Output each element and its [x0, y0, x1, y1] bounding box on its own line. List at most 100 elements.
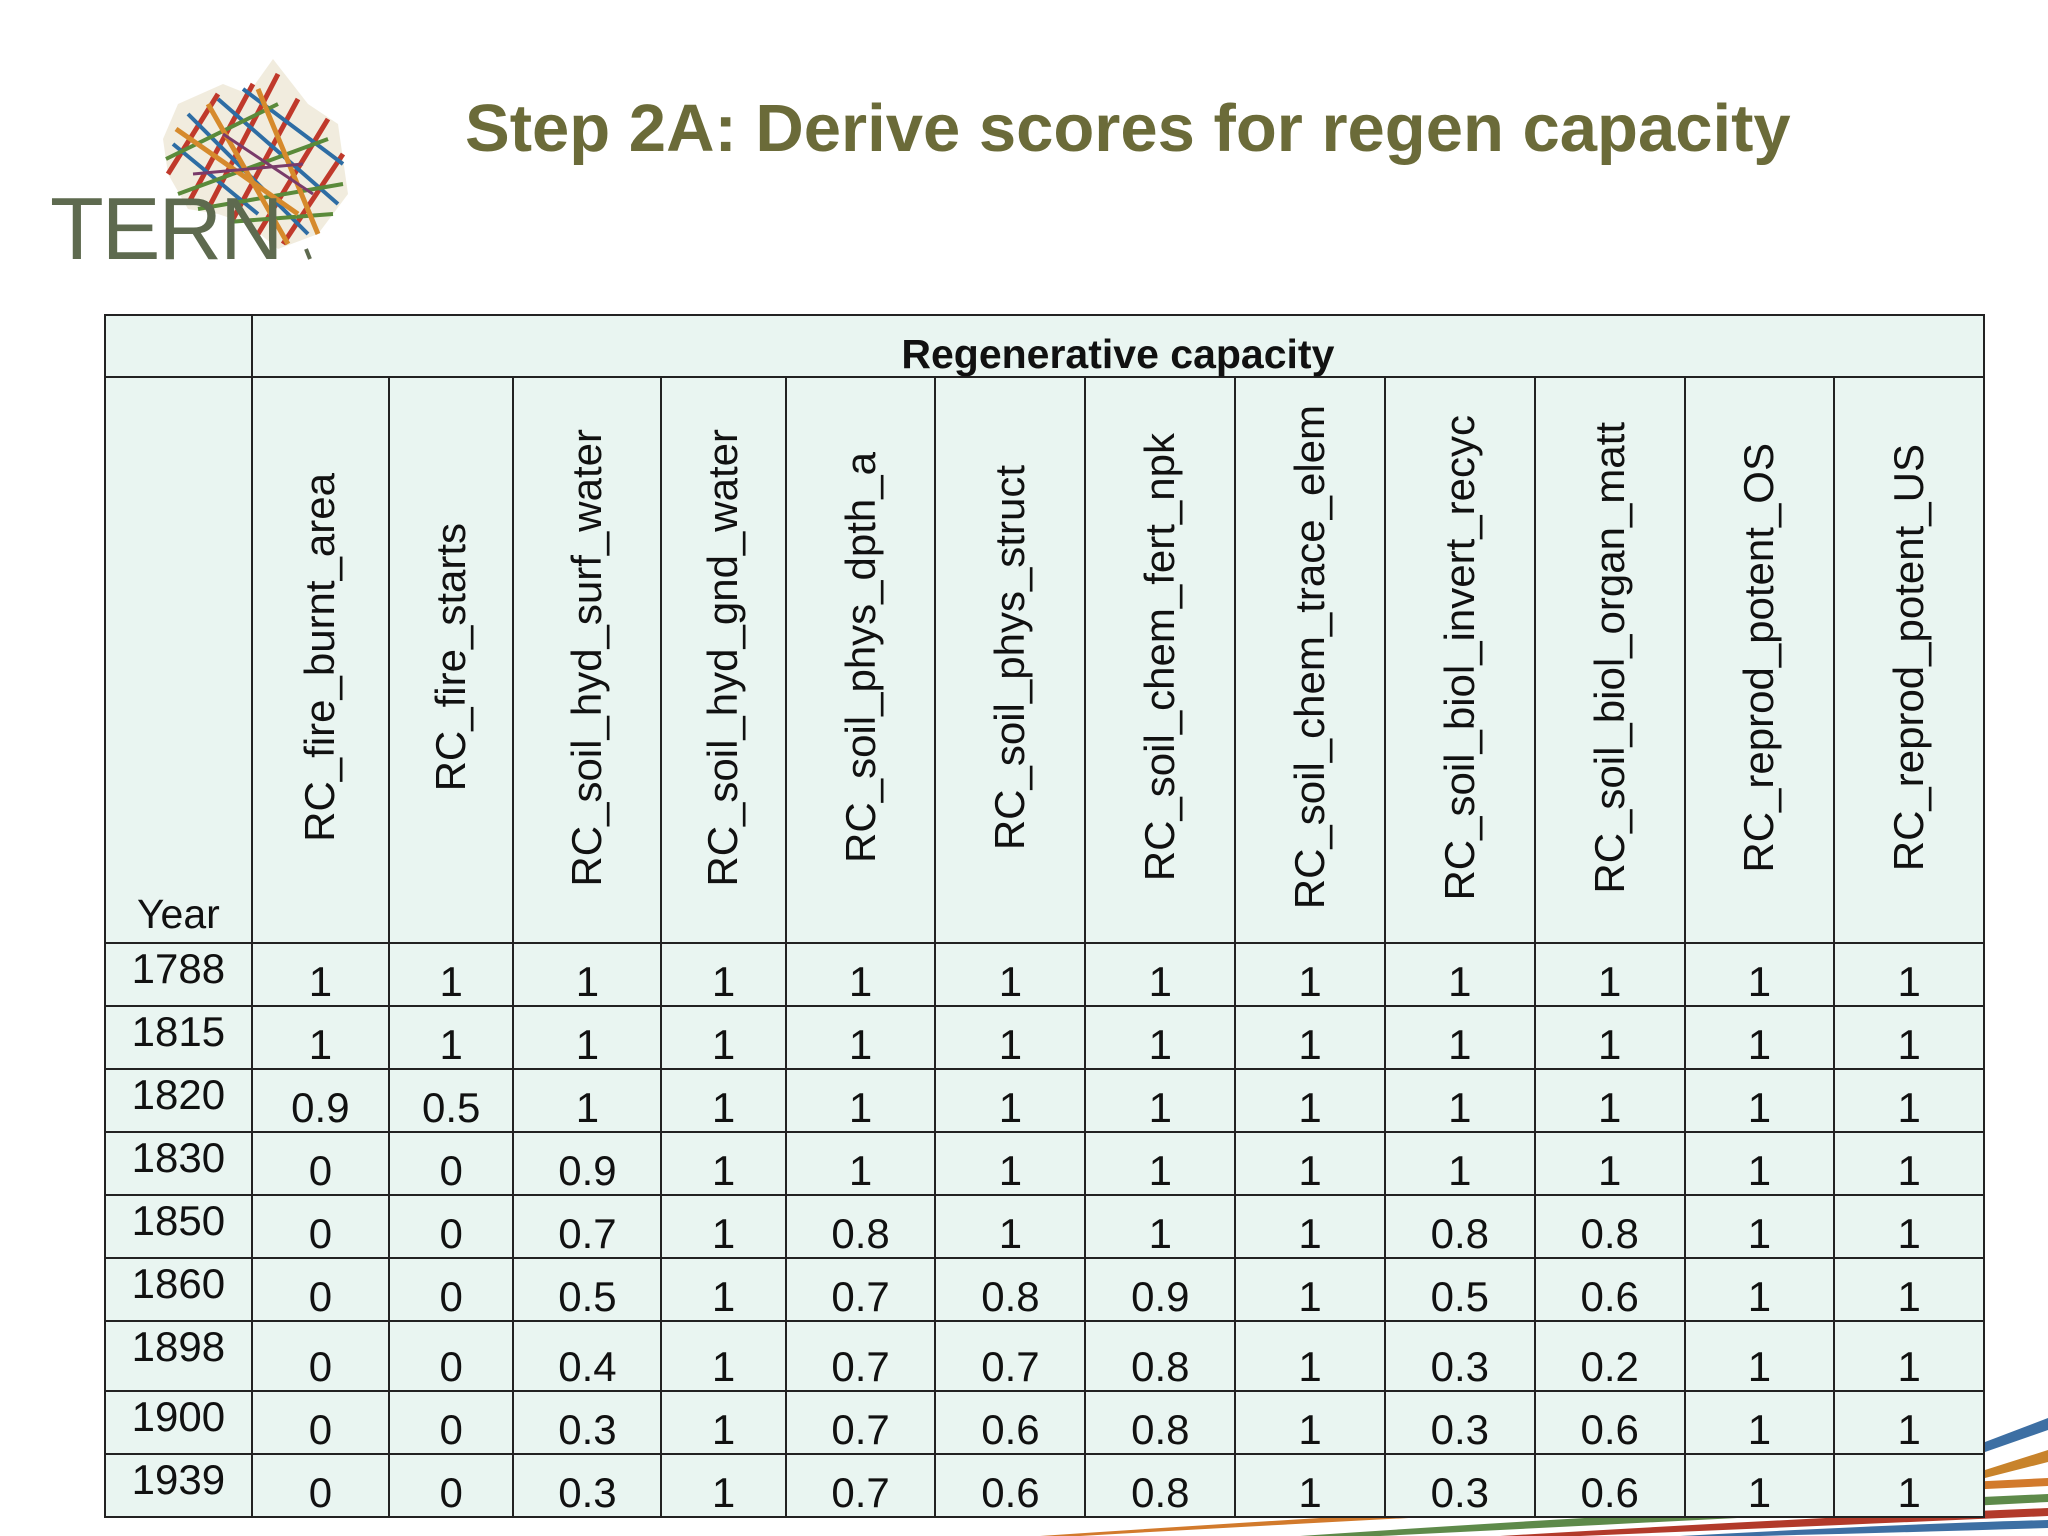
year-cell: 1830: [104, 1131, 253, 1196]
tern-logo-text: TERN: [50, 179, 282, 274]
score-cell: 1: [1084, 1005, 1237, 1070]
column-header: RC_soil_phys_dpth_a: [784, 376, 937, 944]
table-row: 1939 0 0 0.3 1 0.7 0.6 0.8 1 0.3 0.6 1 1: [104, 1453, 1985, 1518]
score-cell: 0.7: [784, 1320, 937, 1392]
table-row: 1898 0 0 0.4 1 0.7 0.7 0.8 1 0.3 0.2 1 1: [104, 1320, 1985, 1392]
page-title: Step 2A: Derive scores for regen capacit…: [465, 91, 1791, 166]
score-cell: 1: [934, 1194, 1087, 1259]
stripe-blue: [1985, 1418, 2048, 1452]
score-cell: 0.7: [512, 1194, 663, 1259]
score-cell: 0.9: [250, 1068, 390, 1133]
score-cell: 1: [934, 1005, 1087, 1070]
stripe-orange: [1985, 1450, 2048, 1478]
score-cell: 1: [387, 942, 515, 1007]
table-row: 1830 0 0 0.9 1 1 1 1 1 1 1 1 1: [104, 1131, 1985, 1196]
score-cell: 0: [250, 1453, 390, 1518]
score-cell: 0.8: [1084, 1390, 1237, 1455]
score-cell: 1: [1833, 1194, 1985, 1259]
score-cell: 0: [387, 1194, 515, 1259]
score-cell: 1: [1833, 1453, 1985, 1518]
score-cell: 1: [1234, 1453, 1386, 1518]
score-cell: 1: [1084, 1131, 1237, 1196]
year-cell: 1815: [104, 1005, 253, 1070]
score-cell: 1: [934, 1068, 1087, 1133]
column-header: RC_soil_biol_organ_matt: [1533, 376, 1686, 944]
column-header: RC_reprod_potent_OS: [1683, 376, 1836, 944]
column-header-label: RC_reprod_potent_OS: [1735, 442, 1783, 873]
score-cell: 0.9: [1084, 1257, 1237, 1322]
score-cell: 1: [784, 942, 937, 1007]
score-cell: 1: [1533, 1131, 1686, 1196]
column-header: RC_soil_hyd_gnd_water: [660, 376, 787, 944]
score-cell: 1: [934, 1131, 1087, 1196]
column-header: RC_fire_starts: [387, 376, 515, 944]
year-column-header: Year: [104, 376, 253, 944]
score-cell: 1: [1833, 1005, 1985, 1070]
score-cell: 1: [1833, 1257, 1985, 1322]
score-cell: 1: [1234, 1194, 1386, 1259]
score-cell: 0.3: [512, 1453, 663, 1518]
score-cell: 0: [387, 1453, 515, 1518]
tern-logo: TERN: [50, 59, 348, 274]
column-header: RC_soil_chem_trace_elem: [1234, 376, 1386, 944]
table-row: 1788 1 1 1 1 1 1 1 1 1 1 1 1: [104, 942, 1985, 1007]
year-cell: 1788: [104, 942, 253, 1007]
score-cell: 1: [250, 1005, 390, 1070]
australia-map-logo-icon: [163, 59, 348, 260]
score-cell: 0.8: [934, 1257, 1087, 1322]
score-cell: 1: [1084, 942, 1237, 1007]
score-cell: 1: [660, 1257, 787, 1322]
year-cell: 1850: [104, 1194, 253, 1259]
score-cell: 1: [1833, 1131, 1985, 1196]
year-cell: 1939: [104, 1453, 253, 1518]
score-cell: 1: [1833, 942, 1985, 1007]
column-header-label: RC_soil_biol_organ_matt: [1585, 421, 1633, 894]
regen-capacity-table: Regenerative capacity Year RC_fire_burnt…: [104, 314, 1986, 1518]
score-cell: 1: [1084, 1068, 1237, 1133]
score-cell: 1: [1234, 1068, 1386, 1133]
score-cell: 1: [1683, 942, 1836, 1007]
score-cell: 0.2: [1533, 1320, 1686, 1392]
column-header-label: RC_soil_biol_invert_recyc: [1435, 414, 1483, 901]
score-cell: 1: [784, 1131, 937, 1196]
score-cell: 1: [1683, 1390, 1836, 1455]
score-cell: 1: [1234, 1390, 1386, 1455]
score-cell: 0: [387, 1390, 515, 1455]
column-header: RC_soil_hyd_surf_water: [512, 376, 663, 944]
score-cell: 1: [1234, 1257, 1386, 1322]
table-column-header-row: Year RC_fire_burnt_area RC_fire_starts RC_…: [104, 376, 1985, 944]
column-header-label: RC_fire_burnt_area: [296, 473, 344, 842]
score-cell: 1: [1683, 1257, 1836, 1322]
column-header-label: RC_soil_hyd_gnd_water: [699, 428, 747, 887]
score-cell: 0: [387, 1131, 515, 1196]
column-header-label: RC_soil_hyd_surf_water: [563, 428, 611, 887]
score-cell: 1: [1683, 1005, 1836, 1070]
column-header-label: RC_soil_chem_fert_npk: [1136, 433, 1184, 882]
score-cell: 1: [1383, 1068, 1536, 1133]
score-cell: 0.3: [1383, 1390, 1536, 1455]
score-cell: 1: [934, 942, 1087, 1007]
score-cell: 0.8: [1533, 1194, 1686, 1259]
score-cell: 1: [660, 1194, 787, 1259]
table-row: 1820 0.9 0.5 1 1 1 1 1 1 1 1 1 1: [104, 1068, 1985, 1133]
column-header-label: RC_soil_phys_dpth_a: [836, 452, 884, 863]
score-cell: 1: [1383, 942, 1536, 1007]
score-cell: 1: [660, 1453, 787, 1518]
score-cell: 1: [660, 942, 787, 1007]
score-cell: 1: [784, 1005, 937, 1070]
column-header-label: RC_reprod_potent_US: [1885, 443, 1933, 872]
score-cell: 1: [1833, 1320, 1985, 1392]
column-header-label: RC_soil_chem_trace_elem: [1286, 405, 1334, 910]
score-cell: 1: [660, 1390, 787, 1455]
score-cell: 1: [1683, 1068, 1836, 1133]
score-cell: 1: [660, 1005, 787, 1070]
score-cell: 1: [1234, 1005, 1386, 1070]
score-cell: 0.9: [512, 1131, 663, 1196]
year-cell: 1820: [104, 1068, 253, 1133]
score-cell: 0.6: [1533, 1390, 1686, 1455]
stripe-blue-2: [1680, 1520, 2048, 1536]
column-header: RC_soil_chem_fert_npk: [1084, 376, 1237, 944]
score-cell: 1: [1683, 1131, 1836, 1196]
score-cell: 0: [250, 1257, 390, 1322]
score-cell: 1: [512, 1068, 663, 1133]
